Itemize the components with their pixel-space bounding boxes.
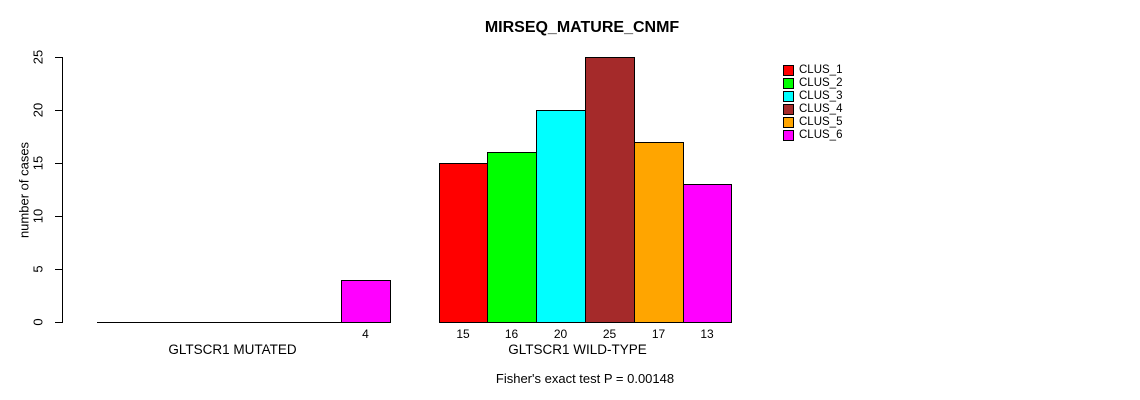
bar-value-label: 20 bbox=[553, 327, 568, 341]
bar-clus_5-group2 bbox=[634, 142, 684, 323]
y-tick-mark bbox=[55, 269, 62, 270]
legend-row-clus_4: CLUS_4 bbox=[783, 103, 842, 116]
legend-label: CLUS_4 bbox=[799, 103, 843, 115]
chart-title: MIRSEQ_MATURE_CNMF bbox=[484, 19, 680, 36]
legend-label: CLUS_3 bbox=[799, 90, 843, 102]
group-baseline bbox=[97, 322, 391, 323]
y-tick-mark bbox=[55, 216, 62, 217]
bar-value-label: 16 bbox=[504, 327, 519, 341]
fisher-test-caption: Fisher's exact test P = 0.00148 bbox=[495, 371, 675, 386]
legend-label: CLUS_6 bbox=[799, 129, 843, 141]
bar-value-label: 17 bbox=[651, 327, 666, 341]
legend-label: CLUS_1 bbox=[799, 64, 843, 76]
y-tick-mark bbox=[55, 110, 62, 111]
y-tick-label: 20 bbox=[30, 102, 46, 118]
legend: CLUS_1 CLUS_2 CLUS_3 CLUS_4 CLUS_5 CLUS_6 bbox=[783, 64, 842, 142]
y-tick-label: 15 bbox=[30, 155, 46, 171]
y-tick-mark bbox=[55, 57, 62, 58]
y-axis-title: number of cases bbox=[16, 141, 32, 239]
y-tick-label: 5 bbox=[30, 265, 46, 273]
bar-value-label: 13 bbox=[700, 327, 714, 341]
bar-value-label: 25 bbox=[602, 327, 617, 341]
bar-clus_6-group1 bbox=[341, 280, 391, 323]
legend-row-clus_1: CLUS_1 bbox=[783, 64, 842, 77]
legend-row-clus_6: CLUS_6 bbox=[783, 129, 842, 142]
legend-swatch-icon bbox=[783, 130, 794, 141]
bar-clus_1-group2 bbox=[439, 163, 488, 323]
legend-swatch-icon bbox=[783, 65, 794, 76]
legend-swatch-icon bbox=[783, 91, 794, 102]
legend-row-clus_3: CLUS_3 bbox=[783, 90, 842, 103]
legend-swatch-icon bbox=[783, 78, 794, 89]
bar-clus_4-group2 bbox=[585, 57, 635, 323]
group-label: GLTSCR1 MUTATED bbox=[168, 342, 297, 357]
legend-row-clus_5: CLUS_5 bbox=[783, 116, 842, 129]
group-label: GLTSCR1 WILD-TYPE bbox=[508, 342, 647, 357]
y-axis-line bbox=[62, 57, 63, 323]
legend-row-clus_2: CLUS_2 bbox=[783, 77, 842, 90]
legend-label: CLUS_5 bbox=[799, 116, 843, 128]
y-tick-label: 10 bbox=[30, 208, 46, 224]
legend-swatch-icon bbox=[783, 117, 794, 128]
y-tick-label: 25 bbox=[30, 49, 46, 65]
bar-clus_2-group2 bbox=[487, 152, 537, 323]
y-tick-mark bbox=[55, 163, 62, 164]
legend-swatch-icon bbox=[783, 104, 794, 115]
bar-clus_6-group2 bbox=[683, 184, 732, 323]
bar-value-label: 15 bbox=[456, 327, 470, 341]
bar-clus_3-group2 bbox=[536, 110, 586, 323]
legend-label: CLUS_2 bbox=[799, 77, 843, 89]
bar-value-label: 4 bbox=[362, 327, 369, 341]
y-tick-label: 0 bbox=[30, 318, 46, 326]
y-tick-mark bbox=[55, 322, 62, 323]
